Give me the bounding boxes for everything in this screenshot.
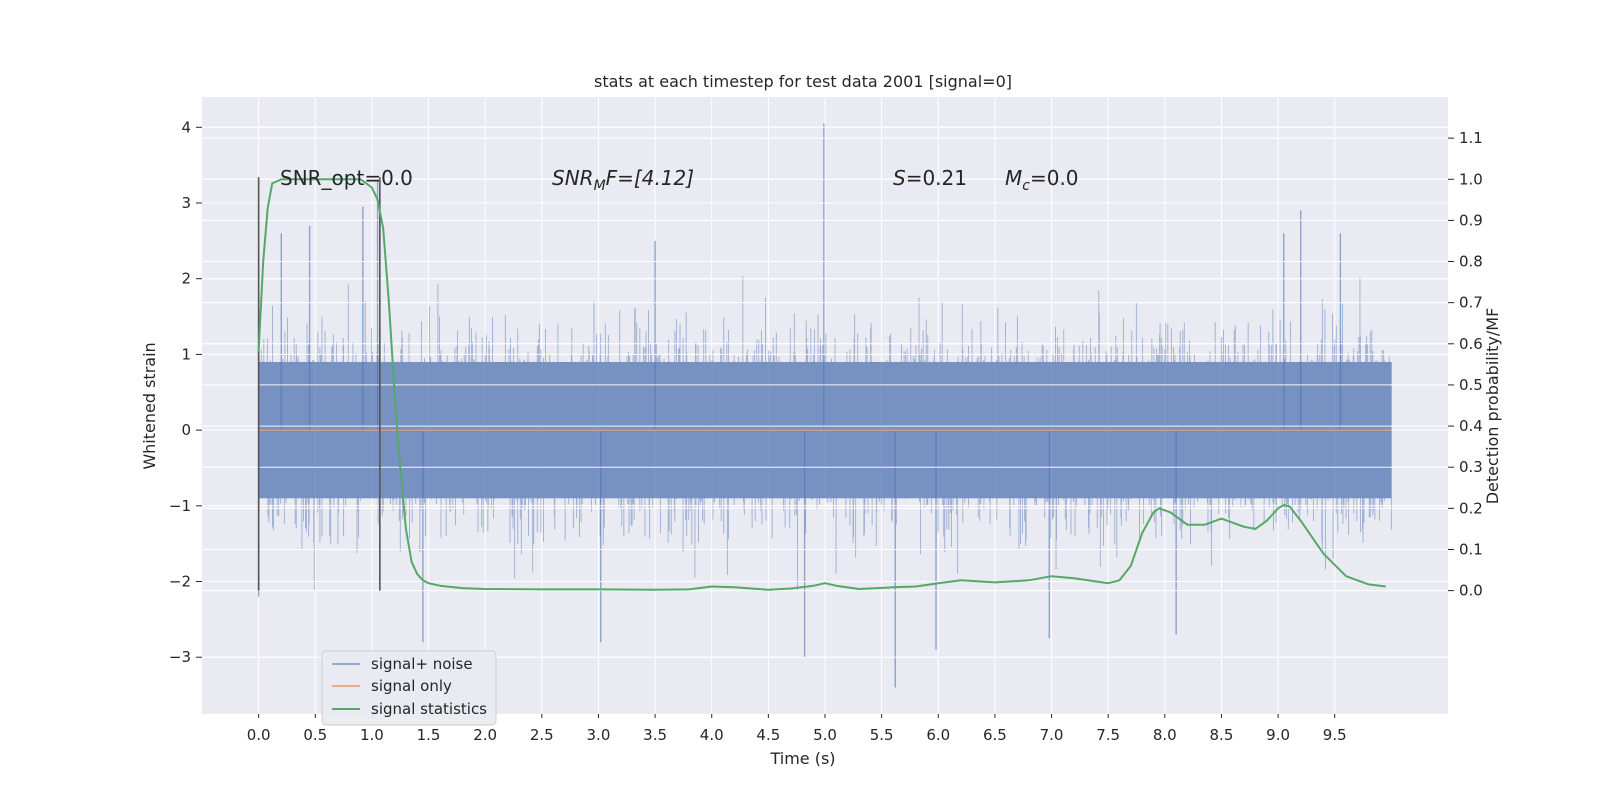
annotation-snr-mf: SNRMF=[4.12]	[552, 166, 694, 194]
x-tick-label: 2.5	[530, 726, 554, 744]
x-tick-label: 5.5	[870, 726, 894, 744]
x-tick-label: 9.5	[1323, 726, 1347, 744]
y2-tick-label: 0.6	[1459, 335, 1483, 353]
annotation-mc: Mc=0.0	[1005, 166, 1079, 194]
x-tick-label: 9.0	[1266, 726, 1290, 744]
y-tick-label: 0	[181, 421, 191, 439]
y-tick-label: 1	[181, 345, 191, 363]
annotation-s-label: S	[893, 166, 906, 190]
x-tick-label: 5.0	[813, 726, 837, 744]
y-tick-label: 3	[181, 194, 191, 212]
y2-tick-label: 0.4	[1459, 417, 1483, 435]
x-tick-label: 3.5	[643, 726, 667, 744]
signal-statistics-line	[257, 178, 1386, 591]
x-tick-label: 7.0	[1040, 726, 1064, 744]
y2-axis-label: Detection probability/MF	[1483, 308, 1502, 505]
y2-tick-label: 0.7	[1459, 294, 1483, 312]
annotation-mc-sub: c	[1022, 178, 1030, 194]
x-tick-label: 8.5	[1210, 726, 1234, 744]
x-tick-label: 2.0	[473, 726, 497, 744]
annotation-s-value: =0.21	[906, 166, 967, 190]
x-tick-label: 4.5	[756, 726, 780, 744]
y2-tick-label: 1.1	[1459, 129, 1483, 147]
x-tick-label: 1.5	[417, 726, 441, 744]
y-tick-label: −3	[169, 648, 191, 666]
y-tick-label: 4	[181, 118, 191, 136]
y-tick-label: −2	[169, 573, 191, 591]
annotation-snr-opt: SNR_opt=0.0	[280, 166, 413, 190]
x-tick-label: 8.0	[1153, 726, 1177, 744]
y2-tick-label: 0.5	[1459, 376, 1483, 394]
annotation-snr-mf-sub: M	[594, 178, 606, 194]
legend: signal+ noise signal only signal statist…	[321, 650, 497, 726]
annotation-snr-mf-rest: F=[4.12]	[606, 166, 694, 190]
y2-tick-label: 0.2	[1459, 499, 1483, 517]
y2-tick-label: 0.9	[1459, 211, 1483, 229]
y2-tick-label: 0.0	[1459, 582, 1483, 600]
x-tick-label: 3.0	[587, 726, 611, 744]
annotation-s: S=0.21	[893, 166, 967, 190]
y2-tick-label: 0.3	[1459, 458, 1483, 476]
x-tick-label: 1.0	[360, 726, 384, 744]
y-axis-label: Whitened strain	[140, 342, 159, 469]
legend-box	[321, 650, 497, 726]
y2-tick-label: 1.0	[1459, 170, 1483, 188]
x-tick-label: 7.5	[1096, 726, 1120, 744]
x-tick-label: 6.0	[926, 726, 950, 744]
chart-title: stats at each timestep for test data 200…	[594, 72, 1012, 91]
x-tick-label: 4.0	[700, 726, 724, 744]
y-tick-label: 2	[181, 270, 191, 288]
x-tick-label: 0.5	[303, 726, 327, 744]
annotation-snr-mf-base: SNR	[552, 166, 594, 190]
y-tick-label: −1	[169, 497, 191, 515]
legend-label-noise: signal+ noise	[371, 655, 473, 673]
legend-label-stats: signal statistics	[371, 700, 487, 718]
x-axis-label: Time (s)	[769, 749, 835, 768]
legend-label-signal: signal only	[371, 677, 452, 695]
x-tick-label: 6.5	[983, 726, 1007, 744]
x-tick-label: 0.0	[247, 726, 271, 744]
annotation-mc-value: =0.0	[1030, 166, 1079, 190]
annotation-mc-base: M	[1005, 166, 1022, 190]
y2-tick-label: 0.1	[1459, 540, 1483, 558]
y2-tick-label: 0.8	[1459, 253, 1483, 271]
